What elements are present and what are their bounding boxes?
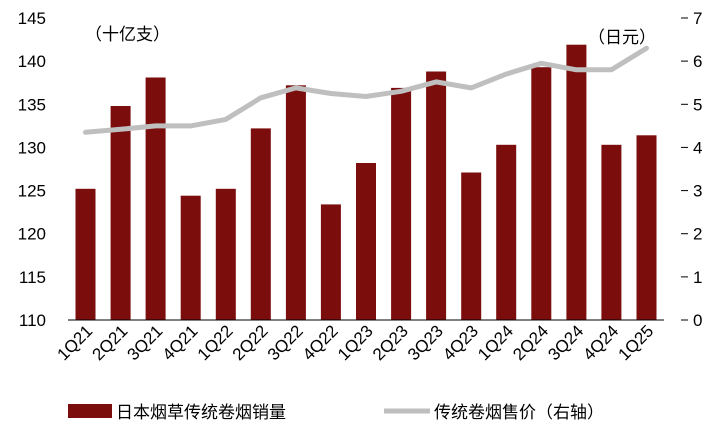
- right-tick-label: 6: [693, 52, 702, 71]
- x-tick-label: 2Q22: [229, 321, 272, 364]
- bar-3Q21: [145, 77, 166, 320]
- bar-2Q22: [250, 128, 271, 320]
- bar-4Q21: [180, 195, 201, 320]
- legend-label-bar: 日本烟草传统卷烟销量: [116, 403, 286, 423]
- x-tick-label: 1Q21: [53, 321, 96, 364]
- x-tick-label: 3Q21: [124, 321, 167, 364]
- bar-4Q22: [320, 204, 341, 320]
- left-axis-unit-label: （十亿支）: [85, 25, 170, 45]
- x-axis-ticks: 1Q212Q213Q214Q211Q222Q223Q224Q221Q232Q23…: [53, 321, 657, 364]
- left-tick-label: 125: [18, 182, 46, 201]
- right-tick-label: 1: [693, 268, 702, 287]
- bar-2Q24: [531, 67, 552, 320]
- right-tick-label: 2: [693, 225, 702, 244]
- line-series-price: [83, 45, 649, 135]
- legend-label-line: 传统卷烟售价（右轴）: [434, 403, 604, 423]
- x-tick-label: 4Q24: [579, 321, 622, 364]
- left-tick-label: 115: [19, 268, 46, 287]
- left-tick-label: 130: [18, 138, 46, 157]
- x-tick-label: 4Q23: [439, 321, 482, 364]
- left-tick-label: 110: [19, 311, 46, 330]
- right-tick-label: 0: [693, 311, 702, 330]
- left-axis-ticks: 110 115 120 125 130 135 140 145: [18, 9, 46, 330]
- right-tick-label: 7: [693, 9, 702, 28]
- bar-1Q21: [75, 188, 96, 320]
- bar-3Q24: [566, 44, 587, 320]
- bar-3Q23: [426, 71, 447, 320]
- right-tick-label: 5: [693, 95, 702, 114]
- right-tick-label: 4: [693, 138, 702, 157]
- right-axis-ticks: 0 1 2 3 4 5 6 7: [681, 9, 702, 330]
- x-tick-label: 1Q23: [334, 321, 377, 364]
- bar-2Q23: [391, 87, 412, 321]
- bar-1Q22: [215, 188, 236, 320]
- legend-swatch-bar: [68, 404, 112, 418]
- bar-2Q21: [110, 106, 131, 320]
- left-tick-label: 120: [18, 225, 46, 244]
- x-tick-label: 3Q23: [404, 321, 447, 364]
- left-tick-label: 145: [18, 9, 46, 28]
- x-tick-label: 4Q22: [299, 321, 342, 364]
- left-tick-label: 135: [18, 95, 46, 114]
- bar-1Q25: [636, 135, 657, 320]
- bar-4Q24: [601, 144, 622, 320]
- bar-3Q22: [285, 85, 306, 320]
- x-tick-label: 3Q24: [544, 321, 587, 364]
- x-tick-label: 1Q22: [194, 321, 237, 364]
- bar-1Q23: [356, 163, 376, 320]
- x-tick-label: 2Q24: [509, 321, 552, 364]
- bar-4Q23: [461, 172, 482, 320]
- x-tick-label: 3Q22: [264, 321, 307, 364]
- bar-1Q24: [496, 144, 517, 320]
- legend: 日本烟草传统卷烟销量 传统卷烟售价（右轴）: [68, 403, 604, 423]
- x-tick-label: 1Q24: [474, 321, 517, 364]
- bars-layer: [75, 44, 657, 321]
- x-tick-label: 2Q23: [369, 321, 412, 364]
- left-tick-label: 140: [18, 52, 46, 71]
- right-axis-unit-label: （日元）: [588, 28, 656, 48]
- x-tick-label: 1Q25: [614, 321, 657, 364]
- right-tick-label: 3: [693, 182, 702, 201]
- line-layer: [83, 45, 649, 135]
- x-tick-label: 4Q21: [159, 321, 202, 364]
- x-tick-label: 2Q21: [89, 321, 132, 364]
